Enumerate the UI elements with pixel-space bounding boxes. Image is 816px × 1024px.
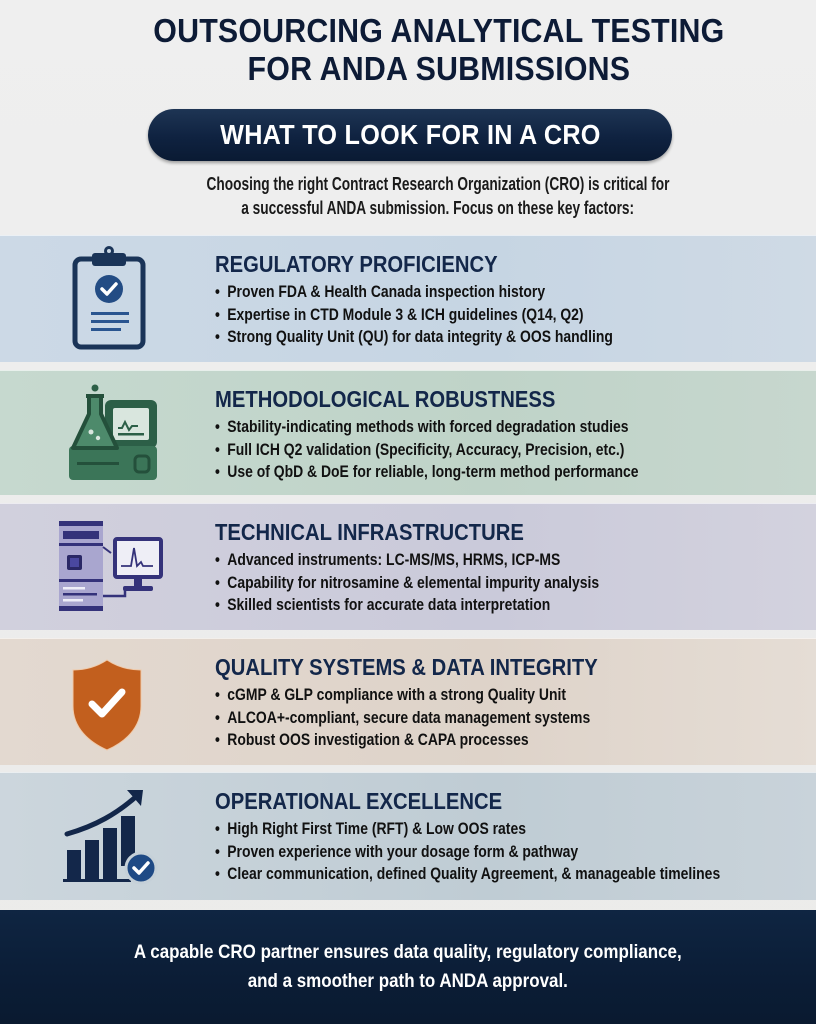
intro-text: Choosing the right Contract Research Org… <box>60 172 816 220</box>
footer-banner: A capable CRO partner ensures data quali… <box>0 910 816 1024</box>
bullet-item: Proven FDA & Health Canada inspection hi… <box>215 281 613 304</box>
bullet-list: High Right First Time (RFT) & Low OOS ra… <box>215 818 816 886</box>
bullet-item: Robust OOS investigation & CAPA processe… <box>215 729 590 752</box>
section-title: TECHNICAL INFRASTRUCTURE <box>215 519 524 545</box>
section-methodological-robustness: METHODOLOGICAL ROBUSTNESS Stability-indi… <box>0 370 816 495</box>
bullet-item: Skilled scientists for accurate data int… <box>215 594 599 617</box>
section-title: REGULATORY PROFICIENCY <box>215 251 498 277</box>
bullet-item: Use of QbD & DoE for reliable, long-term… <box>215 461 638 484</box>
lab-instrument-monitor-icon <box>59 521 163 611</box>
section-title: QUALITY SYSTEMS & DATA INTEGRITY <box>215 654 598 680</box>
section-operational-excellence: OPERATIONAL EXCELLENCE High Right First … <box>0 772 816 900</box>
bullet-item: Advanced instruments: LC-MS/MS, HRMS, IC… <box>215 549 599 572</box>
bullet-item: ALCOA+-compliant, secure data management… <box>215 707 590 730</box>
bullet-list: Proven FDA & Health Canada inspection hi… <box>215 281 700 349</box>
subtitle-text: WHAT TO LOOK FOR IN A CRO <box>219 119 601 150</box>
bullet-item: Stability-indicating methods with forced… <box>215 416 639 439</box>
bullet-item: Clear communication, defined Quality Agr… <box>215 863 720 886</box>
flask-instrument-icon <box>69 384 157 480</box>
section-title: OPERATIONAL EXCELLENCE <box>215 788 503 814</box>
bullet-item: cGMP & GLP compliance with a strong Qual… <box>215 684 590 707</box>
bullet-item: High Right First Time (RFT) & Low OOS ra… <box>215 818 720 841</box>
bullet-item: Full ICH Q2 validation (Specificity, Acc… <box>215 439 639 462</box>
title-line-1: OUTSOURCING ANALYTICAL TESTING <box>153 12 725 49</box>
bullet-list: Stability-indicating methods with forced… <box>215 416 732 484</box>
footer-line-2: and a smoother path to ANDA approval. <box>247 970 569 992</box>
section-quality-systems: QUALITY SYSTEMS & DATA INTEGRITY cGMP & … <box>0 638 816 765</box>
bullet-item: Capability for nitrosamine & elemental i… <box>215 572 599 595</box>
section-technical-infrastructure: TECHNICAL INFRASTRUCTURE Advanced instru… <box>0 503 816 630</box>
intro-line-2: a successful ANDA submission. Focus on t… <box>241 197 635 218</box>
footer-text: A capable CRO partner ensures data quali… <box>93 938 723 996</box>
bullet-item: Strong Quality Unit (QU) for data integr… <box>215 326 613 349</box>
clipboard-check-icon <box>72 246 146 350</box>
growth-chart-check-icon <box>63 790 158 885</box>
title-line-2: FOR ANDA SUBMISSIONS <box>247 50 631 87</box>
intro-line-1: Choosing the right Contract Research Org… <box>206 173 670 194</box>
shield-check-icon <box>72 659 142 751</box>
bullet-item: Proven experience with your dosage form … <box>215 841 720 864</box>
bullet-list: cGMP & GLP compliance with a strong Qual… <box>215 684 673 752</box>
page-title: OUTSOURCING ANALYTICAL TESTING FOR ANDA … <box>36 12 787 88</box>
section-title: METHODOLOGICAL ROBUSTNESS <box>215 386 556 412</box>
footer-line-1: A capable CRO partner ensures data quali… <box>134 941 682 963</box>
bullet-item: Expertise in CTD Module 3 & ICH guidelin… <box>215 304 613 327</box>
subtitle-banner: WHAT TO LOOK FOR IN A CRO <box>148 109 672 161</box>
bullet-list: Advanced instruments: LC-MS/MS, HRMS, IC… <box>215 549 683 617</box>
section-regulatory-proficiency: REGULATORY PROFICIENCY Proven FDA & Heal… <box>0 235 816 362</box>
